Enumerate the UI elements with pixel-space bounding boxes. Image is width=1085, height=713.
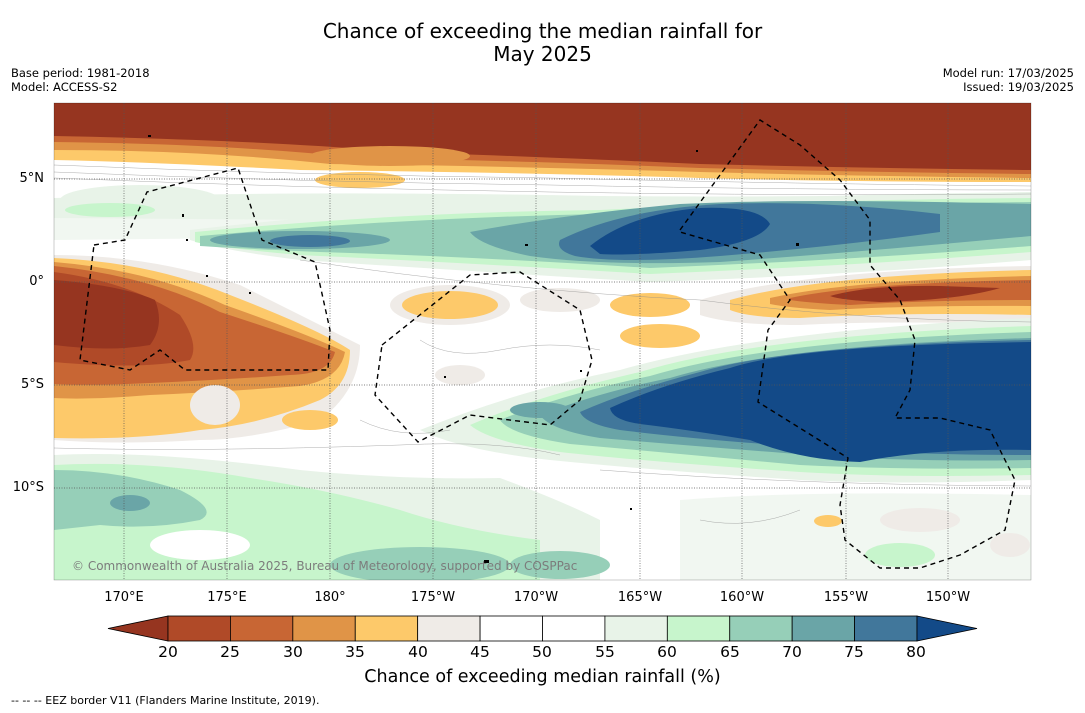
se-beige — [880, 508, 960, 532]
cb-tick-40: 40 — [408, 643, 428, 661]
wet-north-85 — [590, 207, 770, 255]
lon-label-175e: 175°E — [207, 590, 247, 605]
lon-label-170e: 170°E — [104, 590, 144, 605]
band-north-0 — [54, 103, 1031, 170]
west-blotch-1 — [190, 385, 240, 425]
colorbar-label: Chance of exceeding median rainfall (%) — [364, 667, 721, 687]
cb-tick-75: 75 — [844, 643, 864, 661]
lon-label-170w: 170°W — [513, 590, 559, 605]
lat-label-0: 0° — [29, 274, 44, 289]
wet-north-west-2 — [270, 235, 350, 247]
title-line-2: May 2025 — [493, 42, 592, 66]
map-area — [54, 103, 1031, 580]
wet-south-blotch — [510, 402, 570, 418]
eq-blob-3 — [620, 324, 700, 348]
se-light — [680, 493, 1031, 580]
north-yellow-2 — [310, 146, 470, 166]
model-run: Model run: 17/03/2025 — [942, 66, 1074, 80]
lon-label-155w: 155°W — [823, 590, 869, 605]
se-beige-2 — [990, 533, 1030, 557]
base-period: Base period: 1981-2018 — [11, 66, 150, 80]
colorbar-box — [417, 615, 481, 642]
eez-line-islands — [679, 119, 1016, 569]
se-green — [865, 543, 935, 567]
eez-borders — [79, 119, 1016, 569]
cb-tick-35: 35 — [345, 643, 365, 661]
eq-blob-2 — [610, 293, 690, 317]
colorbar-box — [542, 615, 606, 642]
lon-label-165w: 165°W — [617, 590, 663, 605]
lon-label-150w: 150°W — [925, 590, 971, 605]
lat-label-5s: 5°S — [20, 377, 44, 392]
cb-tick-55: 55 — [595, 643, 615, 661]
west-dry-20 — [54, 280, 159, 349]
colorbar-extend-low — [107, 615, 169, 642]
meta-right: Model run: 17/03/2025 Issued: 19/03/2025 — [943, 66, 1074, 94]
cb-tick-60: 60 — [657, 643, 677, 661]
map-title: Chance of exceeding the median rainfall … — [0, 20, 1085, 66]
sw-wet-75 — [110, 495, 150, 511]
issued-date: Issued: 19/03/2025 — [963, 80, 1074, 94]
meta-left: Base period: 1981-2018 Model: ACCESS-S2 — [11, 66, 150, 94]
colorbar-box — [292, 615, 356, 642]
islands — [148, 135, 799, 563]
lat-label-10s: 10°S — [12, 480, 44, 495]
cb-tick-50: 50 — [532, 643, 552, 661]
colorbar-box — [479, 615, 543, 642]
copyright-notice: © Commonwealth of Australia 2025, Bureau… — [72, 559, 578, 573]
cb-tick-20: 20 — [158, 643, 178, 661]
eez-kiribati-gilberts — [79, 167, 331, 371]
lon-label-160w: 160°W — [719, 590, 765, 605]
se-yellow — [814, 515, 842, 527]
cb-tick-65: 65 — [720, 643, 740, 661]
eez-border-note: -- -- -- EEZ border V11 (Flanders Marine… — [11, 694, 320, 707]
colorbar-box — [666, 615, 731, 642]
eq-blob-4 — [520, 288, 600, 312]
colorbar-box — [854, 615, 918, 642]
lon-label-180: 180° — [314, 590, 346, 605]
model-name: Model: ACCESS-S2 — [11, 80, 118, 94]
east-dry-20 — [830, 285, 1000, 302]
lon-label-175w: 175°W — [410, 590, 456, 605]
cb-tick-80: 80 — [906, 643, 926, 661]
cb-tick-70: 70 — [782, 643, 802, 661]
colorbar-box — [604, 615, 668, 642]
wet-south-80 — [610, 342, 1031, 462]
cb-tick-45: 45 — [470, 643, 490, 661]
lat-label-5n: 5°N — [19, 171, 45, 186]
cb-tick-30: 30 — [283, 643, 303, 661]
colorbar-box — [354, 615, 419, 642]
colorbar — [107, 615, 978, 642]
map-frame — [53, 102, 1032, 581]
eez-phoenix — [374, 271, 593, 443]
graticule — [54, 103, 1031, 580]
contour-lines — [54, 164, 1031, 524]
title-line-1: Chance of exceeding the median rainfall … — [322, 19, 763, 43]
eq-blob-1b — [402, 291, 498, 319]
north-yellow-1 — [315, 172, 405, 188]
colorbar-box — [791, 615, 855, 642]
sw-white-1 — [150, 530, 250, 560]
colorbar-box — [230, 615, 294, 642]
colorbar-box — [729, 615, 793, 642]
colorbar-box — [167, 615, 231, 642]
sw-wet-blob — [330, 547, 510, 580]
cb-tick-25: 25 — [220, 643, 240, 661]
colorbar-extend-high — [916, 615, 978, 642]
sw-wet-blob-2 — [510, 551, 610, 579]
north-green-blotch — [65, 203, 155, 217]
eq-blob-5 — [435, 365, 485, 385]
west-blotch-2 — [282, 410, 338, 430]
